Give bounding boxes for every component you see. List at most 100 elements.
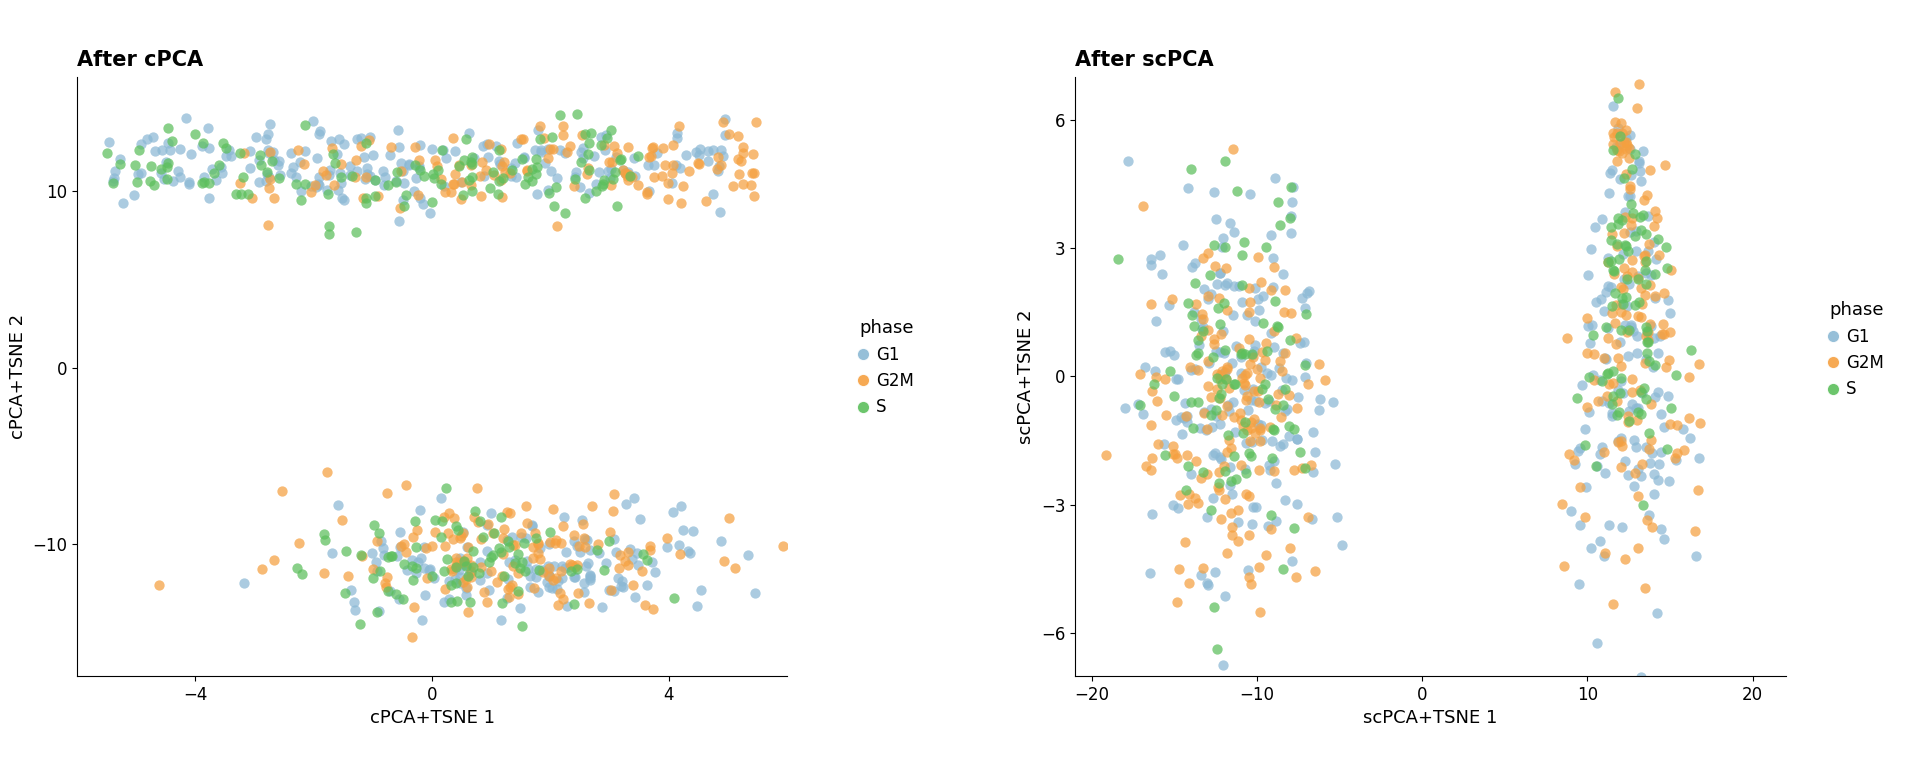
- Point: [217, 150, 248, 162]
- Point: [1601, 238, 1632, 250]
- Point: [1260, 172, 1290, 184]
- Point: [595, 526, 626, 538]
- Point: [1594, 333, 1624, 345]
- Point: [1615, 142, 1645, 154]
- Point: [1244, 435, 1275, 447]
- Point: [1596, 221, 1626, 233]
- Point: [1622, 272, 1653, 284]
- Point: [284, 156, 315, 168]
- Point: [250, 175, 280, 187]
- Point: [1590, 467, 1620, 479]
- Point: [1680, 550, 1711, 562]
- Point: [1091, 449, 1121, 462]
- Point: [593, 535, 624, 547]
- Point: [455, 559, 486, 571]
- Point: [503, 588, 534, 601]
- Point: [1171, 449, 1202, 461]
- Point: [465, 515, 495, 528]
- Point: [1185, 422, 1215, 434]
- Point: [609, 164, 639, 177]
- Point: [639, 159, 670, 171]
- Point: [474, 555, 505, 568]
- Point: [428, 596, 459, 608]
- Point: [538, 502, 568, 515]
- Point: [497, 578, 528, 591]
- Point: [620, 170, 651, 182]
- Point: [509, 133, 540, 145]
- Point: [246, 159, 276, 171]
- Point: [330, 587, 361, 599]
- Point: [564, 181, 595, 194]
- Point: [1242, 293, 1273, 306]
- Point: [622, 559, 653, 571]
- Point: [447, 176, 478, 188]
- Point: [428, 144, 459, 156]
- Point: [1553, 448, 1584, 460]
- Point: [1223, 535, 1254, 548]
- Point: [457, 170, 488, 183]
- Point: [305, 125, 336, 137]
- Point: [589, 564, 620, 576]
- Point: [657, 506, 687, 518]
- Point: [255, 154, 286, 167]
- Point: [1327, 539, 1357, 551]
- Point: [1235, 435, 1265, 447]
- Point: [707, 535, 737, 547]
- Point: [428, 564, 459, 577]
- Point: [1192, 379, 1223, 392]
- Point: [513, 164, 543, 176]
- Point: [465, 555, 495, 568]
- Point: [1192, 293, 1223, 305]
- Point: [401, 541, 432, 553]
- Point: [163, 165, 194, 177]
- Point: [399, 159, 430, 171]
- Point: [146, 144, 177, 156]
- Point: [428, 511, 459, 523]
- Point: [632, 186, 662, 198]
- Point: [311, 465, 342, 478]
- Point: [307, 165, 338, 177]
- Point: [1628, 250, 1659, 262]
- Point: [1609, 172, 1640, 184]
- Point: [280, 171, 311, 184]
- Point: [1597, 101, 1628, 113]
- Point: [1217, 396, 1248, 409]
- Point: [1208, 409, 1238, 422]
- Point: [361, 174, 392, 187]
- Point: [1622, 78, 1653, 91]
- Point: [1636, 320, 1667, 333]
- Point: [1204, 267, 1235, 280]
- Point: [1632, 228, 1663, 240]
- Point: [705, 205, 735, 217]
- Point: [405, 164, 436, 176]
- Point: [515, 581, 545, 593]
- Point: [298, 115, 328, 127]
- Point: [1258, 422, 1288, 435]
- Point: [228, 171, 259, 184]
- Point: [1634, 238, 1665, 250]
- Point: [1619, 466, 1649, 478]
- Point: [447, 576, 478, 588]
- Point: [300, 179, 330, 191]
- Point: [453, 127, 484, 139]
- Point: [547, 592, 578, 604]
- Point: [547, 560, 578, 572]
- Point: [332, 571, 363, 583]
- Point: [211, 141, 242, 154]
- Point: [1292, 287, 1323, 300]
- Point: [1569, 439, 1599, 451]
- Point: [374, 141, 405, 154]
- Point: [1617, 319, 1647, 332]
- Point: [1624, 165, 1655, 177]
- Point: [1192, 511, 1223, 523]
- Point: [1236, 422, 1267, 434]
- Point: [1304, 358, 1334, 370]
- Point: [334, 169, 365, 181]
- Point: [493, 507, 524, 519]
- Point: [497, 560, 528, 572]
- Point: [1225, 407, 1256, 419]
- Point: [1617, 212, 1647, 224]
- Point: [1601, 409, 1632, 422]
- Point: [1233, 447, 1263, 459]
- Point: [1578, 374, 1609, 386]
